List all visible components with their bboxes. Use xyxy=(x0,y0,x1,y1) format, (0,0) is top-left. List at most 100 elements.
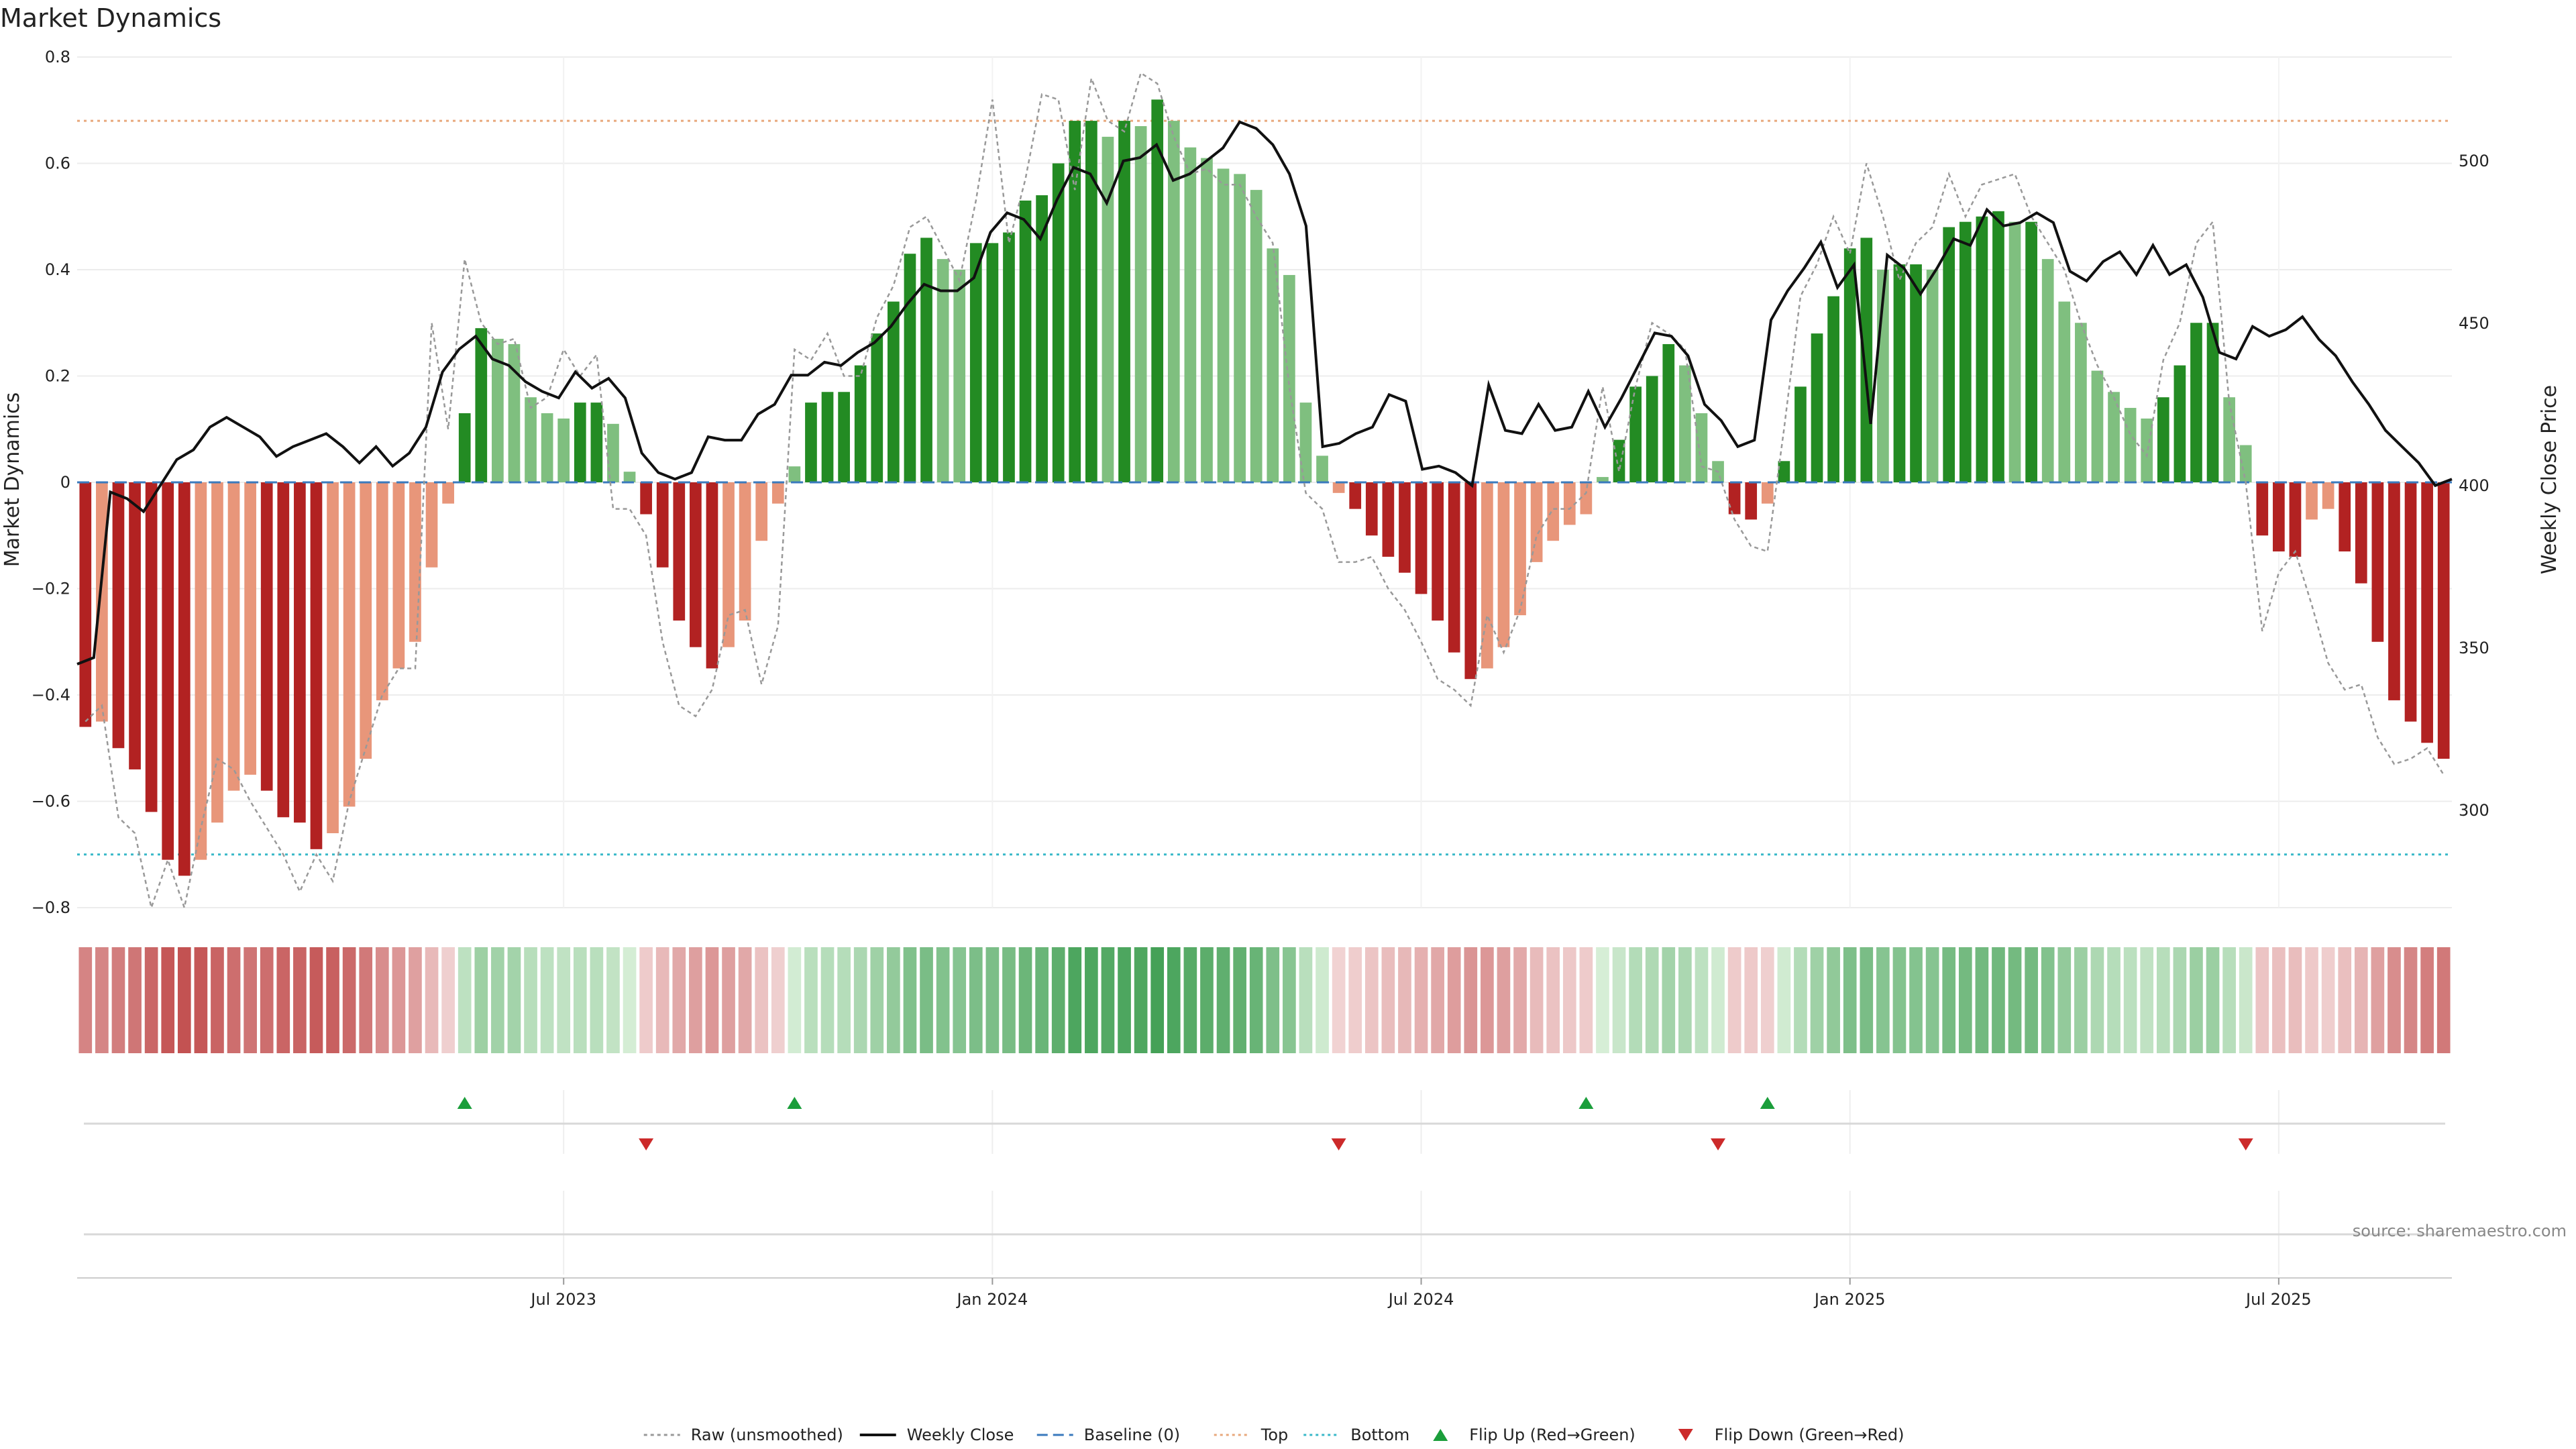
flip-down-marker xyxy=(639,1138,654,1150)
x-tick-label: Jan 2025 xyxy=(1813,1290,1886,1309)
histogram-bar xyxy=(2256,482,2269,536)
heat-cell xyxy=(474,947,488,1053)
histogram-bar xyxy=(1250,190,1263,482)
weekly-close-line xyxy=(76,120,2453,665)
flip-down-marker xyxy=(2238,1138,2253,1150)
histogram-bar xyxy=(1003,232,1015,482)
heat-cell xyxy=(1662,947,1676,1053)
heat-cell xyxy=(1051,947,1065,1053)
heat-cell xyxy=(2123,947,2137,1053)
histogram-bar xyxy=(1448,482,1460,653)
histogram-bar xyxy=(260,482,273,791)
y-axis-label: Market Dynamics xyxy=(1,392,24,568)
histogram-bar xyxy=(2404,482,2417,722)
heat-cell xyxy=(1562,947,1576,1053)
heat-cell xyxy=(738,947,752,1053)
histogram-bar xyxy=(953,270,966,482)
legend-label: Baseline (0) xyxy=(1084,1426,1180,1444)
heat-cell xyxy=(788,947,802,1053)
source-note: source: sharemaestro.com xyxy=(2353,1222,2567,1240)
heat-cell xyxy=(936,947,950,1053)
heat-cell xyxy=(1529,947,1544,1053)
heat-cell xyxy=(2404,947,2418,1053)
legend-flip-down-icon xyxy=(1678,1429,1693,1441)
histogram-bar xyxy=(1332,482,1345,493)
histogram-bar xyxy=(1069,121,1081,483)
legend-label: Raw (unsmoothed) xyxy=(691,1426,843,1444)
histogram-bar xyxy=(871,333,883,482)
heat-cell xyxy=(1233,947,1246,1053)
histogram-bar xyxy=(1860,237,1873,482)
heat-cell xyxy=(1431,947,1444,1053)
heat-cell xyxy=(1299,947,1313,1053)
heat-cell xyxy=(458,947,472,1053)
flip-down-marker xyxy=(1711,1138,1726,1150)
histogram-bar xyxy=(1464,482,1477,680)
heat-cell xyxy=(441,947,455,1053)
y2-axis-label: Weekly Close Price xyxy=(2538,385,2561,574)
histogram-bar xyxy=(1580,482,1593,515)
histogram-bar xyxy=(508,343,521,482)
heat-cell xyxy=(1678,947,1692,1053)
histogram-bar xyxy=(1563,482,1576,525)
heat-cell xyxy=(2371,947,2385,1053)
histogram-bar xyxy=(1646,376,1658,482)
histogram-bar xyxy=(2239,445,2252,482)
histogram-bar xyxy=(969,243,982,482)
histogram-bar xyxy=(227,482,240,791)
heat-cell xyxy=(1810,947,1824,1053)
heat-cell xyxy=(1942,947,1956,1053)
heat-cell xyxy=(1744,947,1758,1053)
histogram-bar xyxy=(904,254,916,482)
histogram-bar xyxy=(1234,174,1246,482)
heat-cell xyxy=(1283,947,1296,1053)
histogram-bar xyxy=(425,482,438,568)
histogram-bar xyxy=(277,482,290,818)
heat-cell xyxy=(1167,947,1181,1053)
heat-cell xyxy=(1085,947,1098,1053)
heat-cell xyxy=(969,947,983,1053)
heat-cell xyxy=(1497,947,1511,1053)
histogram-bar xyxy=(574,402,586,482)
heat-cell xyxy=(1381,947,1395,1053)
heat-strip xyxy=(78,947,2451,1053)
histogram-bar xyxy=(1893,264,1906,482)
heat-cell xyxy=(1348,947,1362,1053)
histogram-bar xyxy=(986,243,999,482)
histogram-bar xyxy=(2437,482,2450,759)
legend-item: Flip Up (Red→Green) xyxy=(1433,1426,1635,1444)
heat-cell xyxy=(606,947,620,1053)
histogram-bar xyxy=(2322,482,2334,509)
histogram-bar xyxy=(343,482,356,807)
y-tick-label: −0.6 xyxy=(32,792,70,811)
histogram-bar xyxy=(706,482,718,669)
heat-cell xyxy=(705,947,719,1053)
legend-item: Top xyxy=(1214,1426,1288,1444)
x-tick-label: Jul 2025 xyxy=(2245,1290,2312,1309)
heat-cell xyxy=(2156,947,2170,1053)
heat-cell xyxy=(1629,947,1642,1053)
heat-cell xyxy=(722,947,735,1053)
y-tick-label: −0.4 xyxy=(32,686,70,704)
flip-up-marker xyxy=(1760,1097,1775,1109)
heat-cell xyxy=(1612,947,1626,1053)
y-tick-label: −0.8 xyxy=(32,898,70,917)
y2-tick-label: 450 xyxy=(2459,314,2489,333)
histogram-bar xyxy=(854,365,867,482)
histogram-bar xyxy=(1629,386,1642,482)
histogram-bar xyxy=(623,472,636,482)
y2-tick-label: 400 xyxy=(2459,476,2489,495)
heat-cell xyxy=(1101,947,1115,1053)
flip-up-marker xyxy=(457,1097,472,1109)
heat-cell xyxy=(1513,947,1527,1053)
legend-item: Flip Down (Green→Red) xyxy=(1678,1426,1904,1444)
heat-cell xyxy=(2354,947,2368,1053)
heat-cell xyxy=(409,947,422,1053)
histogram-bar xyxy=(310,482,323,849)
histogram-bar xyxy=(2190,323,2202,482)
heat-cell xyxy=(342,947,356,1053)
heat-cell xyxy=(2387,947,2401,1053)
heat-cell xyxy=(1843,947,1857,1053)
heat-cell xyxy=(985,947,1000,1053)
heat-cell xyxy=(755,947,769,1053)
